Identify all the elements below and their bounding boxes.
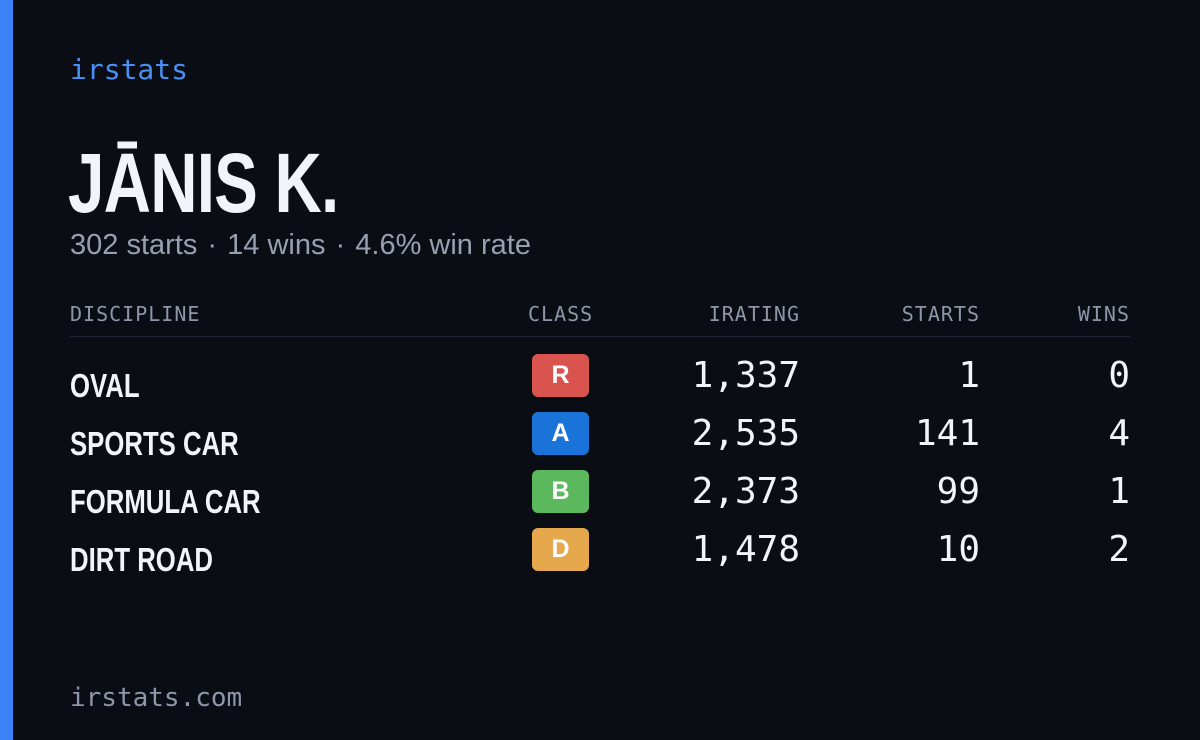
starts-value: 99: [936, 471, 980, 512]
column-header-wins: WINS: [1077, 302, 1130, 326]
header-divider: [70, 336, 1130, 337]
starts-value: 141: [914, 413, 980, 454]
irating-value: 2,373: [691, 471, 800, 512]
starts-summary: 302 starts: [70, 229, 198, 261]
wins-value: 1: [1108, 471, 1130, 512]
driver-summary: 302 starts · 14 wins · 4.6% win rate: [70, 228, 531, 262]
table-row-dirt-road: DIRT ROAD D 1,478 10 2: [0, 528, 1200, 586]
column-header-class: CLASS: [528, 302, 594, 326]
starts-value: 10: [936, 529, 980, 570]
discipline-label: SPORTS CAR: [70, 425, 239, 462]
discipline-label: DIRT ROAD: [70, 541, 213, 578]
summary-separator: ·: [207, 229, 218, 261]
class-badge: B: [532, 470, 589, 513]
table-row-sports-car: SPORTS CAR A 2,535 141 4: [0, 412, 1200, 470]
wins-value: 2: [1108, 529, 1130, 570]
irating-value: 1,337: [691, 355, 800, 396]
brand-logo: irstats: [70, 53, 189, 86]
discipline-label: FORMULA CAR: [70, 483, 261, 520]
accent-bar: [0, 0, 13, 740]
winrate-summary: 4.6% win rate: [355, 229, 531, 261]
irating-value: 1,478: [691, 529, 800, 570]
table-row-formula-car: FORMULA CAR B 2,373 99 1: [0, 470, 1200, 528]
summary-separator: ·: [335, 229, 346, 261]
column-header-discipline: DISCIPLINE: [70, 302, 201, 326]
table-row-oval: OVAL R 1,337 1 0: [0, 354, 1200, 412]
irating-value: 2,535: [691, 413, 800, 454]
column-header-starts: STARTS: [901, 302, 980, 326]
class-badge: D: [532, 528, 589, 571]
wins-summary: 14 wins: [227, 229, 326, 261]
discipline-label: OVAL: [70, 367, 140, 404]
wins-value: 0: [1108, 355, 1130, 396]
footer-url: irstats.com: [70, 683, 243, 713]
starts-value: 1: [958, 355, 980, 396]
column-header-irating: IRATING: [708, 302, 800, 326]
wins-value: 4: [1108, 413, 1130, 454]
class-badge: A: [532, 412, 589, 455]
driver-name: JĀNIS K.: [68, 136, 339, 230]
class-badge: R: [532, 354, 589, 397]
